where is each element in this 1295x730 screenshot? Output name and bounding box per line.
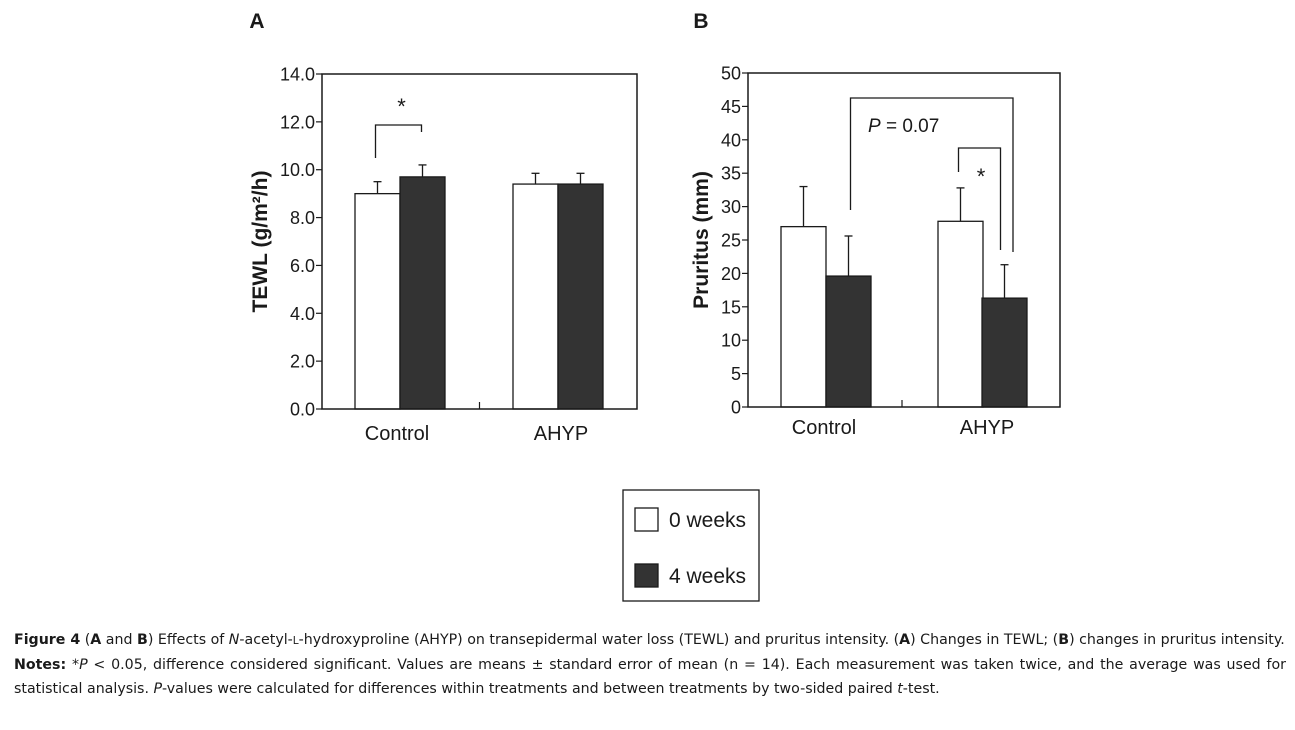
caption-text: -test. [902,681,940,697]
y-tick-label: 10.0 [280,160,315,180]
figure: A Control AHYP 0.0 2.0 4.0 6.0 8.0 10.0 12.0 14.0 T… [249,10,1061,602]
caption-notes: Notes: *P < 0.05, difference considered … [14,653,1286,701]
caption-text: -hydroxyproline (AHYP) on transepidermal… [298,632,900,648]
y-tick-label: 10 [721,331,741,351]
caption-text: t [897,681,903,697]
caption-text: A [899,632,911,648]
x-tick-label: AHYP [960,417,1014,439]
caption-text: L [292,635,299,647]
caption-text: ) Changes in TEWL; ( [910,632,1059,648]
legend-label: 4 weeks [669,565,746,588]
y-tick-label: 14.0 [280,65,315,85]
p-value-annotation: P = 0.07 [868,116,939,137]
caption-text: -acetyl- [239,632,293,648]
caption-title: Figure 4 (A and B) Effects of N-acetyl-L… [14,628,1286,653]
caption-text: B [1058,632,1070,648]
caption-text: P [153,681,163,697]
caption-text: -values were calculated for differences … [162,681,898,697]
x-tick-label: Control [792,417,856,439]
y-tick-label: 15 [721,297,741,317]
bar [557,183,604,410]
caption-text: N [228,632,240,648]
y-axis-label: TEWL (g/m²/h) [249,171,272,313]
caption-text: < 0.05, difference considered significan… [14,657,1286,697]
p-value-text: = 0.07 [881,116,940,137]
significance-star: * [977,164,986,189]
legend-label: 0 weeks [669,509,746,532]
y-tick-label: 0 [731,398,741,418]
panel-label: B [693,10,708,33]
y-tick-label: 5 [731,364,741,384]
y-tick-label: 6.0 [290,256,315,276]
figure-caption: Figure 4 (A and B) Effects of N-acetyl-L… [14,628,1286,701]
chart-panel-b: B Control AHYP 0 5 10 15 20 25 30 35 40 45 50 Pruritus… [690,10,1061,439]
x-tick-label: AHYP [534,423,588,445]
significance-star: * [397,94,406,119]
bar [512,183,559,410]
bar [399,176,446,410]
y-tick-label: 8.0 [290,208,315,228]
caption-text: ( [80,632,91,648]
legend: 0 weeks 4 weeks [622,489,760,602]
legend-swatch [634,507,659,532]
chart-panel-a: A Control AHYP 0.0 2.0 4.0 6.0 8.0 10.0 12.0 14.0 T… [249,10,638,445]
bar [825,275,872,408]
caption-text: ) Effects of [147,632,229,648]
caption-text: * [66,657,80,673]
bar [780,225,827,408]
panel-label: A [249,10,264,33]
y-tick-label: 20 [721,264,741,284]
y-tick-label: 4.0 [290,304,315,324]
legend-swatch [634,563,659,588]
significance-bracket [374,124,423,158]
y-tick-label: 25 [721,231,741,251]
caption-text: and [101,632,137,648]
y-tick-label: 45 [721,97,741,117]
y-tick-label: 40 [721,130,741,150]
caption-text: ) changes in pruritus intensity. [1069,632,1285,648]
y-tick-label: 50 [721,64,741,84]
y-tick-label: 0.0 [290,400,315,420]
caption-text: B [137,632,148,648]
figure-label: Figure 4 [14,632,81,648]
y-tick-label: 12.0 [280,112,315,132]
y-tick-label: 30 [721,197,741,217]
x-tick-label: Control [365,423,429,445]
y-axis-label: Pruritus (mm) [690,171,713,309]
caption-text: P [79,657,88,673]
significance-bracket [957,147,1002,250]
bar [354,192,401,410]
p-value-bracket [849,97,1014,252]
bar [981,297,1028,408]
caption-text: A [90,632,102,648]
bar [937,220,984,408]
notes-label: Notes: [14,657,67,673]
y-tick-label: 2.0 [290,352,315,372]
p-value-symbol: P [868,116,881,137]
y-tick-label: 35 [721,164,741,184]
